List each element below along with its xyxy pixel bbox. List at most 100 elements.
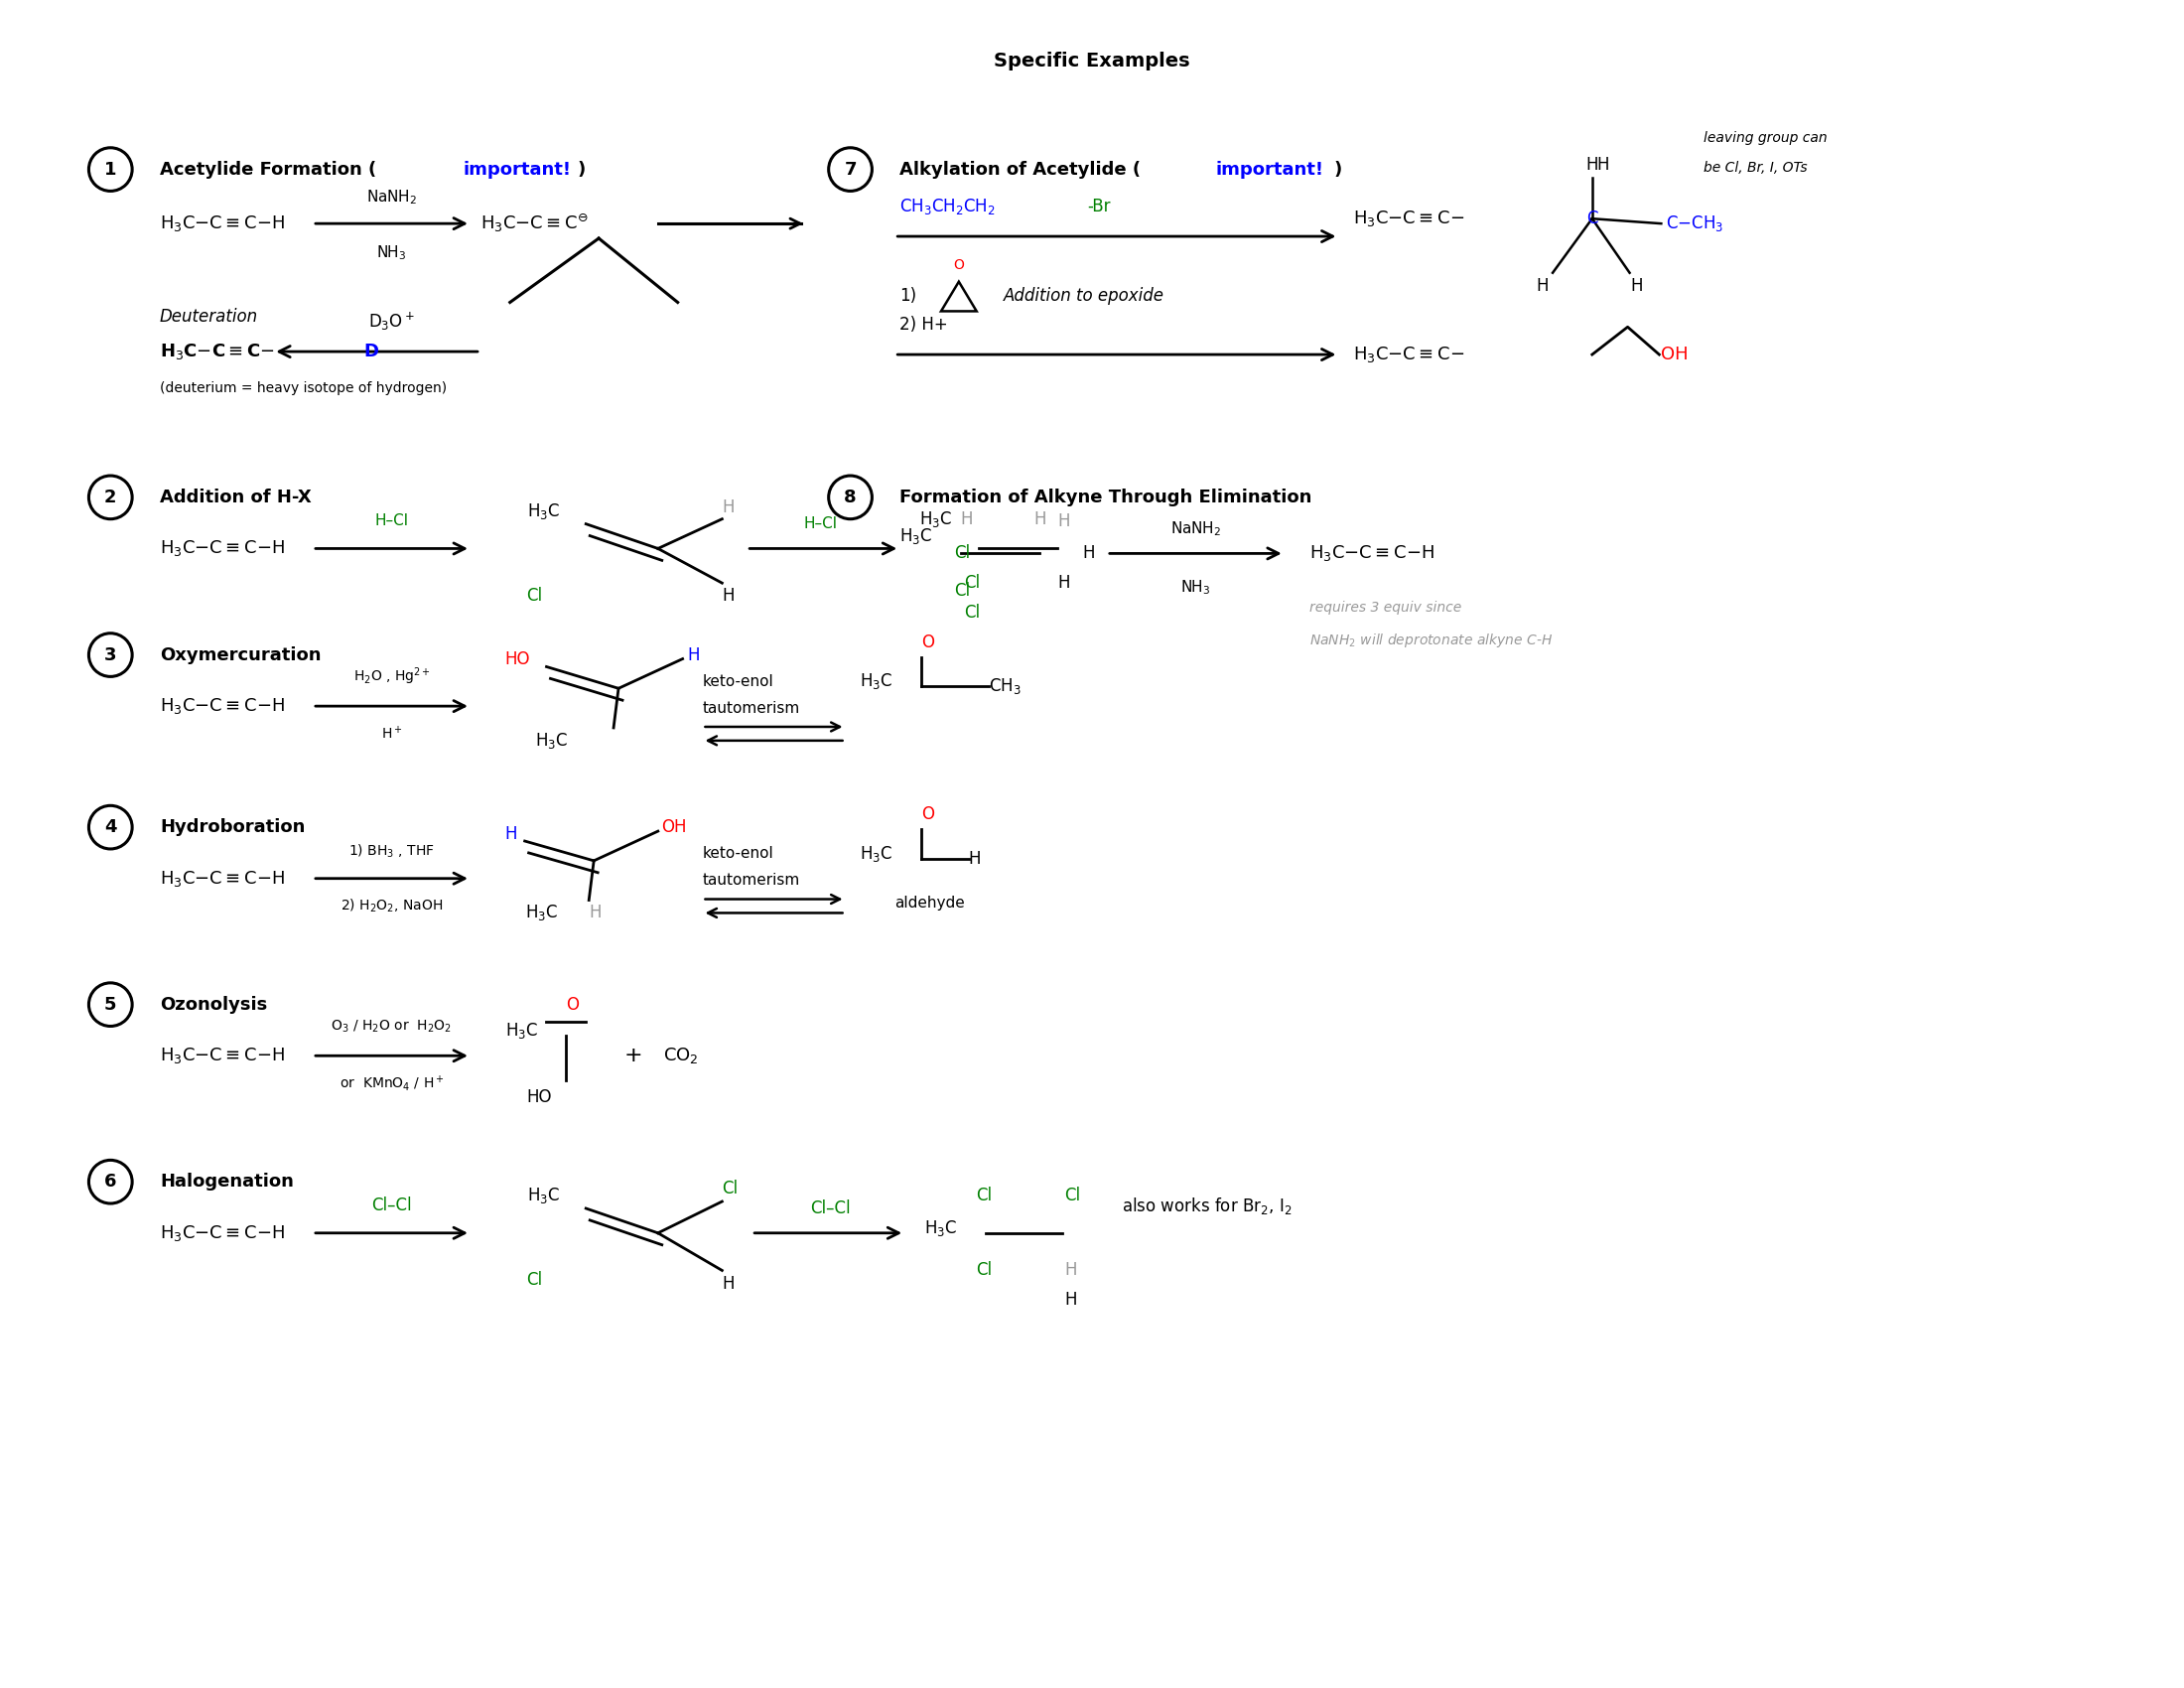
Text: H: H	[970, 849, 981, 868]
Text: H$_3$C: H$_3$C	[860, 844, 893, 864]
Text: H: H	[1064, 1261, 1077, 1280]
Text: 3: 3	[105, 647, 116, 663]
Text: keto-enol: keto-enol	[703, 846, 773, 861]
Text: Oxymercuration: Oxymercuration	[159, 647, 321, 663]
Text: H: H	[1538, 277, 1548, 294]
Text: H$_2$O , Hg$^{2+}$: H$_2$O , Hg$^{2+}$	[354, 665, 430, 687]
Text: be Cl, Br, I, OTs: be Cl, Br, I, OTs	[1704, 160, 1808, 174]
Text: H: H	[505, 825, 518, 842]
Text: 1: 1	[105, 160, 116, 179]
Text: H$_3$C: H$_3$C	[900, 527, 933, 545]
Text: H$_3$C$-$C$\equiv$C$-$H: H$_3$C$-$C$\equiv$C$-$H	[159, 1224, 284, 1242]
Text: H$_3$C$-$C$\equiv$C$-$: H$_3$C$-$C$\equiv$C$-$	[159, 341, 275, 361]
Text: C$-$CH$_3$: C$-$CH$_3$	[1666, 214, 1723, 233]
Text: H: H	[723, 498, 734, 517]
Text: NaNH$_2$ will deprotonate alkyne C-H: NaNH$_2$ will deprotonate alkyne C-H	[1308, 631, 1553, 650]
Text: leaving group can: leaving group can	[1704, 132, 1828, 145]
Text: NH$_3$: NH$_3$	[1182, 579, 1210, 598]
Text: H$^+$: H$^+$	[380, 726, 402, 743]
Text: 1) BH$_3$ , THF: 1) BH$_3$ , THF	[349, 842, 435, 859]
Text: H: H	[1597, 155, 1610, 174]
Text: NaNH$_2$: NaNH$_2$	[1171, 520, 1221, 538]
Text: Formation of Alkyne Through Elimination: Formation of Alkyne Through Elimination	[900, 488, 1313, 506]
Text: 2) H$_2$O$_2$, NaOH: 2) H$_2$O$_2$, NaOH	[341, 898, 443, 915]
Text: Ozonolysis: Ozonolysis	[159, 996, 266, 1013]
Text: Addition of H-X: Addition of H-X	[159, 488, 312, 506]
Text: Cl: Cl	[526, 587, 544, 604]
Text: H–Cl: H–Cl	[376, 513, 408, 528]
Text: Halogenation: Halogenation	[159, 1173, 293, 1190]
Text: H$_3$C$-$C$\equiv$C$-$H: H$_3$C$-$C$\equiv$C$-$H	[159, 214, 284, 233]
Text: important!: important!	[463, 160, 570, 179]
Text: H: H	[590, 905, 601, 922]
Text: O: O	[922, 633, 935, 652]
Text: H$_3$C: H$_3$C	[924, 1219, 957, 1237]
Text: Cl: Cl	[963, 604, 981, 621]
Text: NaNH$_2$: NaNH$_2$	[367, 187, 417, 206]
Text: Cl: Cl	[954, 582, 970, 599]
Text: H: H	[1064, 1291, 1077, 1308]
Text: H$_3$C$-$C$\equiv$C$-$H: H$_3$C$-$C$\equiv$C$-$H	[159, 538, 284, 559]
Text: H$_3$C: H$_3$C	[535, 731, 568, 751]
Text: or  KMnO$_4$ / H$^+$: or KMnO$_4$ / H$^+$	[339, 1074, 443, 1094]
Text: ): )	[577, 160, 585, 179]
Text: H: H	[688, 647, 699, 663]
Text: H$_3$C: H$_3$C	[524, 903, 557, 923]
Text: H$_3$C$-$C$\equiv$C$^{\ominus}$: H$_3$C$-$C$\equiv$C$^{\ominus}$	[480, 213, 587, 235]
Text: H$_3$C: H$_3$C	[505, 1021, 537, 1041]
Text: O: O	[566, 996, 579, 1013]
Text: Cl: Cl	[963, 574, 981, 592]
Text: Cl: Cl	[1064, 1187, 1081, 1205]
Text: H: H	[1057, 511, 1070, 530]
Text: H: H	[1629, 277, 1642, 294]
Text: also works for Br$_2$, I$_2$: also works for Br$_2$, I$_2$	[1123, 1195, 1291, 1215]
Text: Cl: Cl	[526, 1271, 544, 1290]
Text: D: D	[365, 343, 378, 361]
Text: (deuterium = heavy isotope of hydrogen): (deuterium = heavy isotope of hydrogen)	[159, 381, 448, 395]
Text: H: H	[1033, 510, 1046, 528]
Text: Cl: Cl	[723, 1180, 738, 1197]
Text: ): )	[1334, 160, 1341, 179]
Text: OH: OH	[1662, 346, 1688, 363]
Text: H: H	[723, 587, 734, 604]
Text: H$_3$C$-$C$\equiv$C$-$: H$_3$C$-$C$\equiv$C$-$	[1354, 344, 1465, 365]
Text: 4: 4	[105, 819, 116, 836]
Text: Cl–Cl: Cl–Cl	[810, 1200, 852, 1217]
Text: tautomerism: tautomerism	[703, 873, 799, 888]
Text: -Br: -Br	[1088, 197, 1109, 216]
Text: Cl–Cl: Cl–Cl	[371, 1197, 413, 1214]
Text: O$_3$ / H$_2$O or  H$_2$O$_2$: O$_3$ / H$_2$O or H$_2$O$_2$	[332, 1018, 452, 1035]
Text: CO$_2$: CO$_2$	[664, 1047, 699, 1065]
Text: OH: OH	[662, 819, 686, 836]
Text: CH$_3$CH$_2$CH$_2$: CH$_3$CH$_2$CH$_2$	[900, 197, 996, 216]
Text: HO: HO	[526, 1089, 553, 1106]
Text: Alkylation of Acetylide (: Alkylation of Acetylide (	[900, 160, 1140, 179]
Text: H: H	[1081, 545, 1094, 562]
Text: H$_3$C$-$C$\equiv$C$-$: H$_3$C$-$C$\equiv$C$-$	[1354, 209, 1465, 228]
Text: H$_3$C: H$_3$C	[860, 672, 893, 692]
Text: Deuteration: Deuteration	[159, 309, 258, 326]
Text: H$_3$C: H$_3$C	[919, 510, 952, 528]
Text: H: H	[961, 510, 972, 528]
Text: H$_3$C: H$_3$C	[526, 1185, 559, 1205]
Text: NH$_3$: NH$_3$	[376, 243, 406, 262]
Text: 2) H+: 2) H+	[900, 316, 948, 334]
Text: H$_3$C: H$_3$C	[526, 501, 559, 522]
Text: tautomerism: tautomerism	[703, 701, 799, 716]
Text: Cl: Cl	[954, 545, 970, 562]
Text: C: C	[1586, 209, 1599, 228]
Text: H: H	[723, 1274, 734, 1293]
Text: D$_3$O$^+$: D$_3$O$^+$	[369, 311, 415, 333]
Text: H: H	[1057, 574, 1070, 592]
Text: O: O	[954, 258, 963, 272]
Text: H$_3$C$-$C$\equiv$C$-$H: H$_3$C$-$C$\equiv$C$-$H	[159, 1047, 284, 1065]
Text: Cl: Cl	[976, 1187, 992, 1205]
Text: Specific Examples: Specific Examples	[994, 52, 1190, 71]
Text: important!: important!	[1214, 160, 1324, 179]
Text: H–Cl: H–Cl	[804, 517, 839, 532]
Text: Addition to epoxide: Addition to epoxide	[1002, 287, 1164, 304]
Text: H$_3$C$-$C$\equiv$C$-$H: H$_3$C$-$C$\equiv$C$-$H	[159, 869, 284, 888]
Text: Acetylide Formation (: Acetylide Formation (	[159, 160, 376, 179]
Text: +: +	[625, 1047, 642, 1065]
Text: CH$_3$: CH$_3$	[989, 677, 1020, 697]
